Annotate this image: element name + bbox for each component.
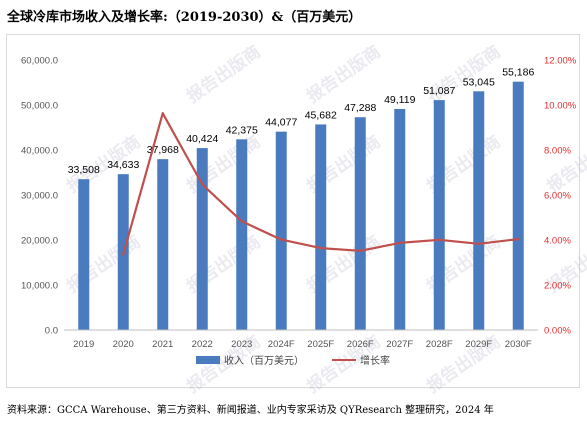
growth-point-2022 <box>201 183 204 186</box>
x-tick-2019: 2019 <box>73 339 94 350</box>
growth-point-2023 <box>240 220 243 223</box>
bar-label-2024F: 44,077 <box>265 117 297 129</box>
x-tick-2023: 2023 <box>231 339 252 350</box>
x-tick-2022: 2022 <box>192 339 213 350</box>
growth-point-2028F <box>438 238 441 241</box>
y-left-tick-1: 10,000.0 <box>21 281 58 292</box>
bar-label-2021: 37,968 <box>147 144 179 156</box>
x-tick-2027F: 2027F <box>386 339 413 350</box>
source-note: 资料来源：GCCA Warehouse、第三方资料、新闻报道、业内专家采访及 Q… <box>7 405 494 416</box>
y-right-tick-2: 4.00% <box>544 236 571 247</box>
growth-point-2030F <box>517 237 520 241</box>
x-tick-2020: 2020 <box>113 339 134 350</box>
growth-point-2021 <box>161 112 164 115</box>
growth-point-2029F <box>477 242 480 246</box>
y-right-tick-3: 6.00% <box>544 191 571 202</box>
growth-point-2025F <box>319 246 322 250</box>
bar-2022 <box>196 148 208 330</box>
bar-2019 <box>78 179 90 330</box>
y-left-tick-0: 0.0 <box>45 326 58 337</box>
x-tick-2030F: 2030F <box>505 339 532 350</box>
x-tick-2028F: 2028F <box>426 339 453 350</box>
bar-label-2029F: 53,045 <box>463 76 495 88</box>
bar-label-2026F: 47,288 <box>344 102 376 114</box>
growth-point-2020 <box>122 253 125 256</box>
bar-label-2022: 40,424 <box>186 133 218 145</box>
growth-point-2026F <box>359 249 362 252</box>
y-right-tick-5: 10.00% <box>544 101 577 112</box>
bar-2030F <box>512 81 524 330</box>
bar-label-2023: 42,375 <box>226 124 258 136</box>
x-tick-2029F: 2029F <box>465 339 492 350</box>
bar-label-2028F: 51,087 <box>423 85 455 97</box>
chart-title: 全球冷库市场收入及增长率:（2019-2030）&（百万美元） <box>7 10 362 25</box>
y-right-tick-0: 0.00% <box>544 326 571 337</box>
x-tick-2025F: 2025F <box>307 339 334 350</box>
bar-2021 <box>157 159 169 330</box>
y-left-tick-3: 30,000.0 <box>21 191 58 202</box>
bar-2023 <box>236 139 248 330</box>
bar-2024F <box>275 131 287 330</box>
bar-label-2025F: 45,682 <box>305 109 337 121</box>
chart-frame <box>6 34 580 388</box>
y-right-tick-1: 2.00% <box>544 281 571 292</box>
bar-2029F <box>473 91 485 330</box>
bar-label-2019: 33,508 <box>68 164 100 176</box>
bar-2026F <box>354 117 366 330</box>
growth-point-2024F <box>280 238 283 241</box>
x-tick-2021: 2021 <box>152 339 173 350</box>
legend-label-growth: 增长率 <box>360 354 390 367</box>
bar-label-2030F: 55,186 <box>502 67 534 79</box>
bar-label-2020: 34,633 <box>107 159 139 171</box>
legend-label-revenue: 收入（百万美元） <box>224 354 304 367</box>
x-tick-2024F: 2024F <box>268 339 295 350</box>
y-right-tick-4: 8.00% <box>544 146 571 157</box>
legend-swatch-revenue <box>196 356 220 364</box>
bar-label-2027F: 49,119 <box>384 94 415 106</box>
x-tick-2026F: 2026F <box>347 339 374 350</box>
y-left-tick-2: 20,000.0 <box>21 236 58 247</box>
chart: 33,508 34,633 37,968 40,424 42,375 44,077 45,6… <box>21 56 577 368</box>
y-left-tick-6: 60,000.0 <box>21 56 58 67</box>
growth-point-2027F <box>398 241 401 245</box>
y-right-tick-6: 12.00% <box>544 56 577 67</box>
y-left-tick-5: 50,000.0 <box>21 101 58 112</box>
bar-2025F <box>315 124 327 330</box>
y-left-tick-4: 40,000.0 <box>21 146 58 157</box>
bar-2027F <box>394 108 406 330</box>
bar-2028F <box>433 100 445 331</box>
